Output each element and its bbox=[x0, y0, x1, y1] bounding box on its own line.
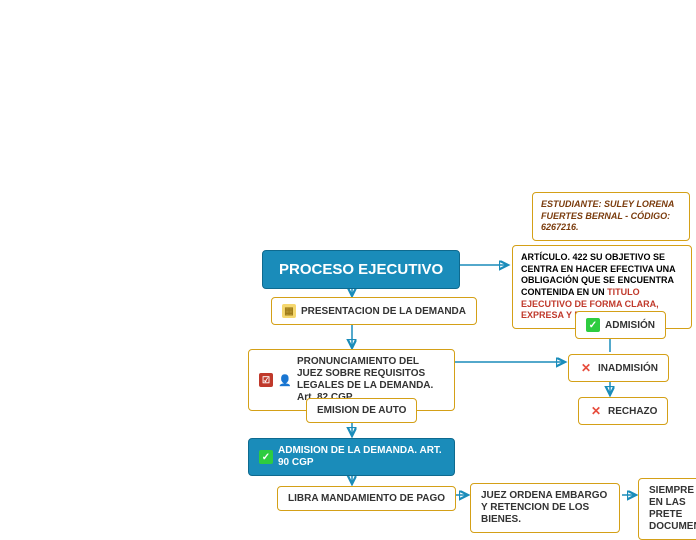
node-juez-ordena: JUEZ ORDENA EMBARGO Y RETENCION DE LOS B… bbox=[470, 483, 620, 533]
node-libra: LIBRA MANDAMIENTO DE PAGO bbox=[277, 486, 456, 511]
note-icon: ▦ bbox=[282, 304, 296, 318]
student-code: 6267216. bbox=[541, 222, 579, 232]
red-check-icon: ☑ bbox=[259, 373, 273, 387]
check-icon-2: ✓ bbox=[586, 318, 600, 332]
title-text: PROCESO EJECUTIVO bbox=[279, 261, 443, 278]
node-siempre: SIEMPRE QUE EN LAS PRETE DOCUMENTOS bbox=[638, 478, 696, 540]
admision-text: ADMISIÓN bbox=[605, 320, 655, 331]
student-text: ESTUDIANTE: SULEY LORENA FUERTES BERNAL … bbox=[541, 199, 674, 221]
rechazo-text: RECHAZO bbox=[608, 406, 657, 417]
admision-demanda-text: ADMISION DE LA DEMANDA. ART. 90 CGP bbox=[278, 445, 444, 469]
siempre-text: SIEMPRE QUE EN LAS PRETE DOCUMENTOS bbox=[649, 485, 696, 533]
node-admision-demanda: ✓ ADMISION DE LA DEMANDA. ART. 90 CGP bbox=[248, 438, 455, 476]
juez-ordena-text: JUEZ ORDENA EMBARGO Y RETENCION DE LOS B… bbox=[481, 490, 609, 526]
emision-text: EMISION DE AUTO bbox=[317, 405, 406, 416]
cross-icon-2: ✕ bbox=[589, 404, 603, 418]
libra-text: LIBRA MANDAMIENTO DE PAGO bbox=[288, 493, 445, 504]
check-icon: ✓ bbox=[259, 450, 273, 464]
pronunciamiento-text: PRONUNCIAMIENTO DEL JUEZ SOBRE REQUISITO… bbox=[297, 356, 444, 404]
node-rechazo: ✕ RECHAZO bbox=[578, 397, 668, 425]
cross-icon: ✕ bbox=[579, 361, 593, 375]
student-info-box: ESTUDIANTE: SULEY LORENA FUERTES BERNAL … bbox=[532, 192, 690, 241]
node-inadmision: ✕ INADMISIÓN bbox=[568, 354, 669, 382]
article-black: ARTÍCULO. 422 SU OBJETIVO SE CENTRA EN H… bbox=[521, 252, 675, 297]
node-presentacion: ▦ PRESENTACION DE LA DEMANDA bbox=[271, 297, 477, 325]
person-icon: 👤 bbox=[278, 373, 292, 387]
node-admision: ✓ ADMISIÓN bbox=[575, 311, 666, 339]
presentacion-text: PRESENTACION DE LA DEMANDA bbox=[301, 306, 466, 317]
inadmision-text: INADMISIÓN bbox=[598, 363, 658, 374]
node-emision: EMISION DE AUTO bbox=[306, 398, 417, 423]
title-node: PROCESO EJECUTIVO bbox=[262, 250, 460, 289]
